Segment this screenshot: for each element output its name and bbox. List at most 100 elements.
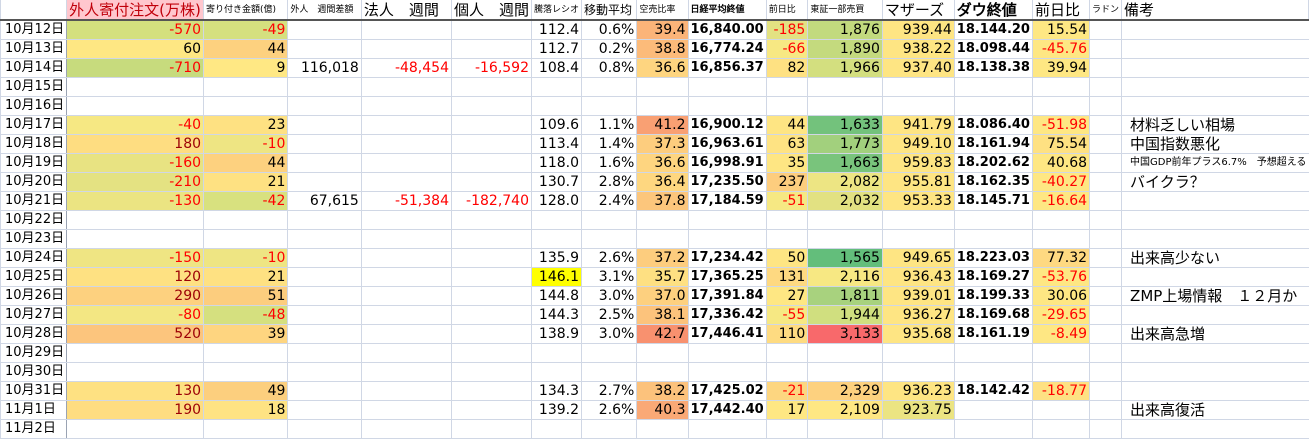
cell-opening-amount[interactable]: 23 — [203, 115, 289, 135]
cell-foreign-weekly[interactable]: 67,615 — [287, 191, 362, 211]
header-corporate-weekly[interactable]: 法人 週間 — [360, 0, 452, 21]
cell-dow-close[interactable] — [953, 419, 1033, 439]
cell-tse-volume[interactable]: 1,773 — [807, 134, 883, 154]
cell-short-ratio[interactable] — [636, 362, 689, 382]
cell-corporate-weekly[interactable] — [360, 19, 452, 40]
cell-note[interactable] — [1121, 191, 1309, 211]
cell-corporate-weekly[interactable] — [360, 343, 452, 363]
cell-foreign-weekly[interactable] — [287, 153, 362, 173]
cell-nikkei-change[interactable]: 131 — [765, 267, 809, 287]
cell-corporate-weekly[interactable] — [360, 381, 452, 401]
cell-radon[interactable] — [1089, 172, 1123, 192]
cell-foreign-orders[interactable] — [66, 362, 205, 382]
cell-foreign-weekly[interactable] — [287, 39, 362, 59]
cell-tse-volume[interactable]: 2,082 — [807, 172, 883, 192]
cell-individual-weekly[interactable] — [450, 343, 533, 363]
cell-dow-change[interactable]: 40.68 — [1031, 153, 1091, 173]
cell-dow-change[interactable] — [1031, 210, 1091, 230]
cell-dow-close[interactable] — [953, 400, 1033, 420]
cell-radon[interactable] — [1089, 267, 1123, 287]
header-mothers[interactable]: マザーズ — [881, 0, 955, 21]
cell-radon[interactable] — [1089, 229, 1123, 249]
cell-tse-volume[interactable]: 1,890 — [807, 39, 883, 59]
cell-foreign-orders[interactable]: -40 — [66, 115, 205, 135]
cell-individual-weekly[interactable] — [450, 324, 533, 344]
cell-note[interactable] — [1121, 343, 1309, 363]
cell-foreign-orders[interactable] — [66, 343, 205, 363]
cell-dow-close[interactable]: 18.202.62 — [953, 153, 1033, 173]
cell-mothers[interactable]: 941.79 — [881, 115, 955, 135]
cell-moving-avg[interactable]: 0.6% — [581, 19, 638, 40]
cell-opening-amount[interactable] — [203, 210, 289, 230]
cell-short-ratio[interactable]: 37.0 — [636, 286, 689, 306]
cell-foreign-weekly[interactable] — [287, 400, 362, 420]
cell-tse-volume[interactable] — [807, 77, 883, 97]
cell-short-ratio[interactable]: 35.7 — [636, 267, 689, 287]
cell-mothers[interactable] — [881, 210, 955, 230]
cell-opening-amount[interactable]: 21 — [203, 172, 289, 192]
cell-nikkei-change[interactable]: -66 — [765, 39, 809, 59]
cell-date[interactable]: 10月25日 — [0, 267, 68, 287]
cell-radon[interactable] — [1089, 248, 1123, 268]
cell-mothers[interactable]: 937.40 — [881, 58, 955, 78]
cell-dow-change[interactable]: 15.54 — [1031, 19, 1091, 40]
cell-individual-weekly[interactable]: -182,740 — [450, 191, 533, 211]
cell-adr[interactable]: 113.4 — [530, 134, 583, 154]
cell-mothers[interactable]: 959.83 — [881, 153, 955, 173]
cell-dow-close[interactable]: 18.138.38 — [953, 58, 1033, 78]
cell-nikkei-change[interactable]: 63 — [765, 134, 809, 154]
cell-adr[interactable]: 118.0 — [530, 153, 583, 173]
cell-nikkei-change[interactable] — [765, 343, 809, 363]
cell-moving-avg[interactable] — [581, 362, 638, 382]
cell-mothers[interactable] — [881, 343, 955, 363]
cell-radon[interactable] — [1089, 96, 1123, 116]
cell-dow-change[interactable]: -29.65 — [1031, 305, 1091, 325]
cell-mothers[interactable]: 936.43 — [881, 267, 955, 287]
cell-dow-change[interactable]: 39.94 — [1031, 58, 1091, 78]
cell-foreign-orders[interactable]: -570 — [66, 19, 205, 40]
cell-individual-weekly[interactable] — [450, 419, 533, 439]
cell-adr[interactable]: 144.8 — [530, 286, 583, 306]
cell-dow-close[interactable] — [953, 210, 1033, 230]
cell-note[interactable] — [1121, 58, 1309, 78]
cell-adr[interactable]: 128.0 — [530, 191, 583, 211]
cell-individual-weekly[interactable] — [450, 172, 533, 192]
cell-radon[interactable] — [1089, 305, 1123, 325]
cell-tse-volume[interactable]: 2,329 — [807, 381, 883, 401]
cell-opening-amount[interactable] — [203, 419, 289, 439]
cell-short-ratio[interactable]: 36.6 — [636, 153, 689, 173]
cell-adr[interactable] — [530, 343, 583, 363]
cell-moving-avg[interactable]: 0.2% — [581, 39, 638, 59]
cell-moving-avg[interactable]: 2.6% — [581, 400, 638, 420]
cell-moving-avg[interactable]: 1.4% — [581, 134, 638, 154]
cell-nikkei-close[interactable]: 17,425.02 — [687, 381, 767, 401]
cell-nikkei-change[interactable]: 17 — [765, 400, 809, 420]
cell-tse-volume[interactable]: 1,966 — [807, 58, 883, 78]
cell-tse-volume[interactable] — [807, 343, 883, 363]
header-advance-decline-ratio[interactable]: 騰落レシオ — [530, 0, 583, 21]
cell-dow-close[interactable] — [953, 77, 1033, 97]
cell-dow-close[interactable]: 18.161.19 — [953, 324, 1033, 344]
cell-foreign-weekly[interactable] — [287, 305, 362, 325]
cell-short-ratio[interactable]: 40.3 — [636, 400, 689, 420]
header-foreign-opening-orders[interactable]: 外人寄付注文(万株) — [66, 0, 205, 21]
cell-radon[interactable] — [1089, 115, 1123, 135]
cell-date[interactable]: 10月14日 — [0, 58, 68, 78]
cell-short-ratio[interactable]: 37.3 — [636, 134, 689, 154]
cell-foreign-weekly[interactable] — [287, 134, 362, 154]
header-dow-change[interactable]: 前日比 — [1031, 0, 1091, 21]
cell-adr[interactable] — [530, 210, 583, 230]
cell-nikkei-change[interactable] — [765, 96, 809, 116]
cell-dow-close[interactable] — [953, 229, 1033, 249]
cell-tse-volume[interactable] — [807, 210, 883, 230]
cell-foreign-weekly[interactable] — [287, 19, 362, 40]
cell-nikkei-change[interactable] — [765, 77, 809, 97]
cell-dow-change[interactable] — [1031, 96, 1091, 116]
cell-tse-volume[interactable]: 1,811 — [807, 286, 883, 306]
cell-tse-volume[interactable]: 1,633 — [807, 115, 883, 135]
cell-moving-avg[interactable]: 3.1% — [581, 267, 638, 287]
cell-nikkei-close[interactable] — [687, 362, 767, 382]
cell-date[interactable]: 10月30日 — [0, 362, 68, 382]
cell-foreign-weekly[interactable] — [287, 96, 362, 116]
cell-individual-weekly[interactable] — [450, 381, 533, 401]
